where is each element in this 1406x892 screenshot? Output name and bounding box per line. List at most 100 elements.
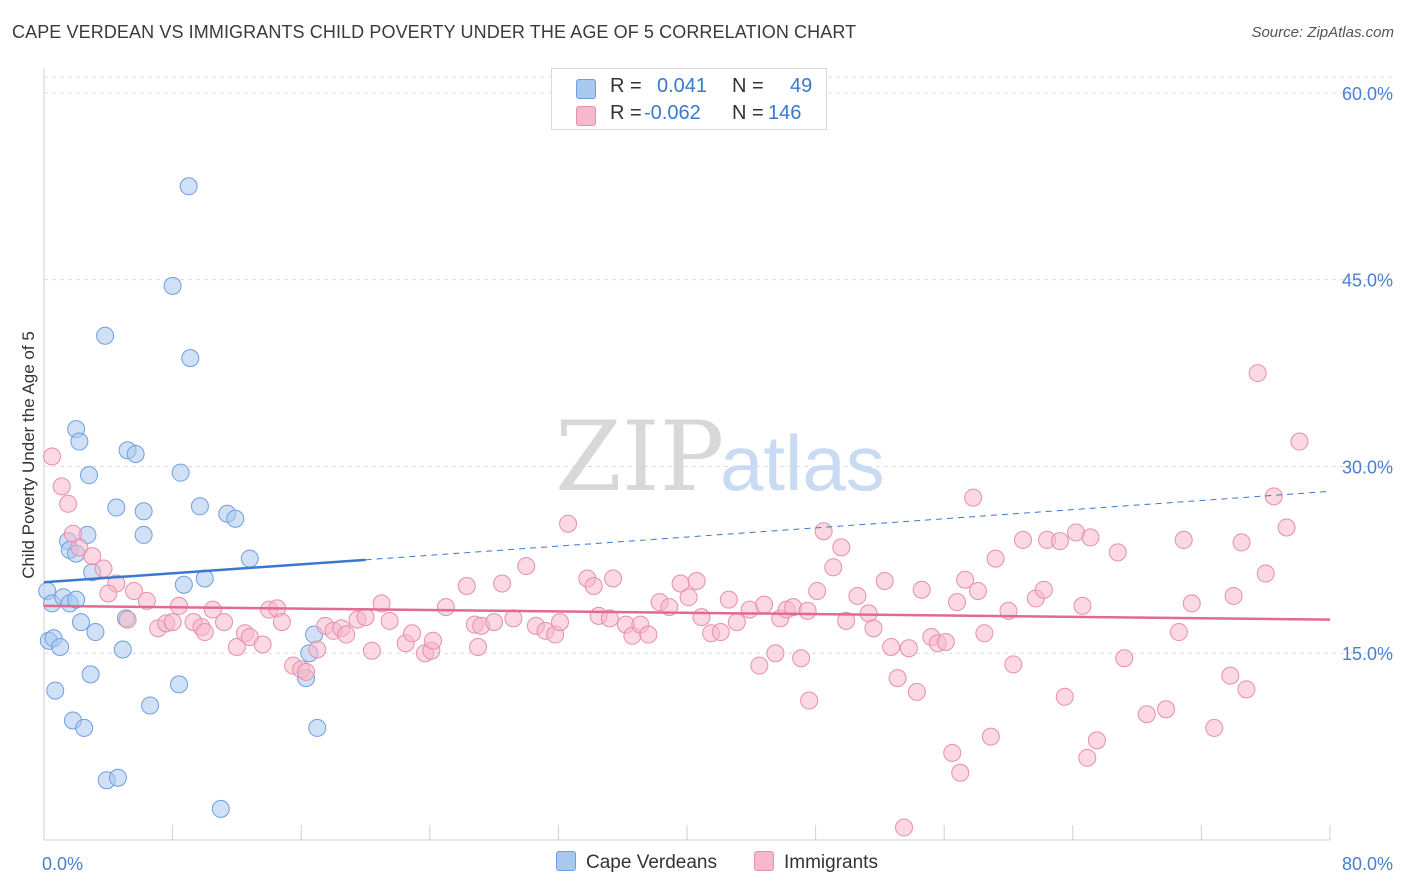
point-immigrants xyxy=(899,639,918,658)
point-immigrants xyxy=(895,818,914,837)
legend-item-cape-verdeans: Cape Verdeans xyxy=(556,851,717,874)
point-immigrants xyxy=(1078,748,1097,767)
point-immigrants xyxy=(600,609,619,628)
point-immigrants xyxy=(337,625,356,644)
point-immigrants xyxy=(1248,364,1267,383)
point-immigrants xyxy=(755,595,774,614)
point-immigrants xyxy=(766,644,785,663)
point-cape-verdeans xyxy=(107,498,126,517)
point-cape-verdeans xyxy=(51,638,70,656)
data-points xyxy=(38,177,1309,837)
x-tick-label: 0.0% xyxy=(42,854,83,874)
legend-item-immigrants: Immigrants xyxy=(754,851,878,874)
point-immigrants xyxy=(1081,528,1100,547)
point-cape-verdeans xyxy=(71,613,90,632)
point-immigrants xyxy=(1004,655,1023,674)
point-immigrants xyxy=(215,613,234,632)
legend-n-label: N = xyxy=(732,75,764,97)
point-immigrants xyxy=(864,619,883,638)
watermark-atlas: atlas xyxy=(720,419,885,507)
point-immigrants xyxy=(943,743,962,762)
point-immigrants xyxy=(272,613,291,632)
trend-line-immigrants xyxy=(43,604,1331,621)
y-tick-label: 15.0% xyxy=(1342,644,1393,664)
point-cape-verdeans xyxy=(190,497,209,516)
point-cape-verdeans xyxy=(308,718,327,737)
point-cape-verdeans xyxy=(181,349,200,368)
point-immigrants xyxy=(1137,705,1156,724)
legend-n-label: N = xyxy=(732,102,764,124)
point-immigrants xyxy=(517,557,536,576)
point-cape-verdeans xyxy=(226,509,245,528)
legend-n-value: 146 xyxy=(768,102,802,124)
legend-label-immigrants: Immigrants xyxy=(784,852,878,873)
point-immigrants xyxy=(170,596,189,615)
point-immigrants xyxy=(1108,543,1127,562)
legend-swatch-immigrants xyxy=(754,851,774,871)
trend-lines xyxy=(43,490,1331,621)
point-immigrants xyxy=(163,613,182,632)
point-immigrants xyxy=(719,590,738,609)
point-cape-verdeans xyxy=(141,696,160,715)
point-immigrants xyxy=(814,522,833,541)
point-immigrants xyxy=(912,580,931,599)
point-immigrants xyxy=(227,638,246,656)
point-cape-verdeans xyxy=(113,640,132,659)
point-cape-verdeans xyxy=(163,276,182,295)
point-immigrants xyxy=(948,593,967,612)
point-immigrants xyxy=(907,682,926,701)
point-cape-verdeans xyxy=(67,590,86,609)
y-tick-label: 30.0% xyxy=(1342,457,1393,477)
point-immigrants xyxy=(800,691,819,710)
point-immigrants xyxy=(692,608,711,627)
point-immigrants xyxy=(1087,731,1106,750)
point-immigrants xyxy=(485,613,504,632)
point-immigrants xyxy=(727,613,746,632)
point-immigrants xyxy=(875,572,894,591)
point-immigrants xyxy=(604,569,623,588)
y-tick-label: 60.0% xyxy=(1342,84,1393,104)
legend-r-value: -0.062 xyxy=(644,102,701,124)
series-legend: Cape Verdeans Immigrants xyxy=(0,851,1406,879)
point-immigrants xyxy=(559,514,578,533)
legend-swatch-cape-verdeans xyxy=(556,851,576,871)
tick-labels: 15.0% 30.0% 45.0% 60.0% 0.0% 80.0% xyxy=(42,84,1393,874)
point-immigrants xyxy=(1237,680,1256,699)
point-immigrants xyxy=(711,623,730,642)
point-immigrants xyxy=(792,649,811,668)
point-immigrants xyxy=(253,635,272,654)
point-cape-verdeans xyxy=(170,675,189,694)
point-immigrants xyxy=(70,538,89,557)
point-cape-verdeans xyxy=(134,525,153,544)
point-immigrants xyxy=(469,638,488,656)
point-immigrants xyxy=(687,572,706,591)
watermark: ZIP atlas xyxy=(555,401,885,513)
point-immigrants xyxy=(832,538,851,557)
point-immigrants xyxy=(964,488,983,507)
point-immigrants xyxy=(43,447,62,466)
point-cape-verdeans xyxy=(171,463,190,482)
point-immigrants xyxy=(750,656,769,675)
point-cape-verdeans xyxy=(96,326,115,345)
y-axis-label: Child Poverty Under the Age of 5 xyxy=(19,331,38,579)
point-cape-verdeans xyxy=(179,177,198,196)
point-immigrants xyxy=(118,610,137,629)
point-immigrants xyxy=(1224,586,1243,605)
legend-n-value: 49 xyxy=(790,75,813,97)
point-immigrants xyxy=(203,600,222,619)
point-immigrants xyxy=(808,581,827,600)
legend-row-cape-verdeans: R = 0.041 N = 49 xyxy=(552,75,828,101)
point-immigrants xyxy=(1013,530,1032,549)
point-immigrants xyxy=(372,594,391,613)
point-immigrants xyxy=(297,662,316,681)
point-immigrants xyxy=(837,611,856,630)
y-tick-label: 45.0% xyxy=(1342,271,1393,291)
point-immigrants xyxy=(1182,594,1201,613)
point-cape-verdeans xyxy=(134,502,153,521)
x-tick-label: 80.0% xyxy=(1342,854,1393,874)
point-immigrants xyxy=(1221,666,1240,685)
trend-extension-cape-verdeans xyxy=(365,490,1331,561)
source-label: Source: ZipAtlas.com xyxy=(1251,24,1394,41)
point-cape-verdeans xyxy=(174,575,193,594)
point-cape-verdeans xyxy=(70,432,89,451)
